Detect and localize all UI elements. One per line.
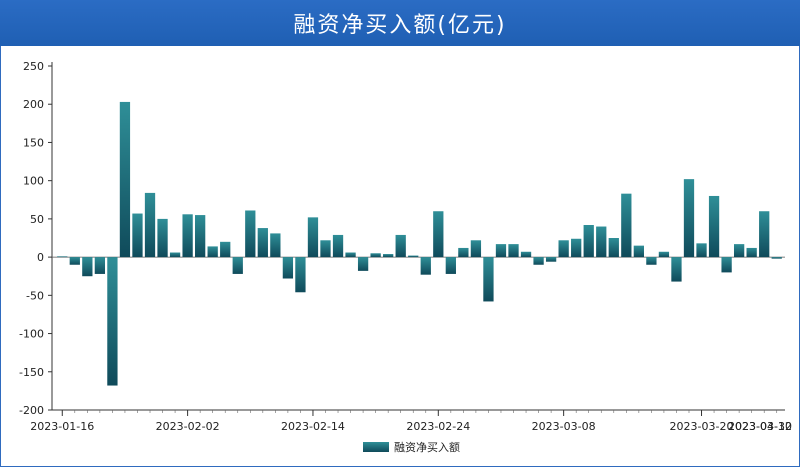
bar [307,217,319,258]
bar [257,228,268,258]
bar [282,257,294,279]
bar [771,257,782,259]
bar [470,240,482,258]
bar [721,257,732,273]
y-tick-label: 150 [23,136,44,149]
bar [207,246,218,258]
bar [708,195,720,258]
bar [545,257,557,262]
legend-label: 融资净买入额 [394,440,460,454]
bar [357,257,369,271]
bar [646,257,657,265]
bar [621,193,632,258]
bar [195,215,206,258]
bar [295,257,306,293]
bar [119,101,131,258]
y-tick-label: 0 [37,251,44,264]
bar [107,257,118,386]
y-tick-label: -200 [19,404,44,417]
bar [658,251,670,258]
bar [332,234,344,258]
bar [69,257,80,265]
bar [345,252,356,258]
bar [696,243,707,258]
bar [270,233,281,258]
legend: 融资净买入额 [363,440,460,454]
y-tick-label: -50 [26,289,44,302]
bar [533,257,544,265]
bar [445,257,456,274]
x-tick-label: 2023-02-02 [156,420,220,433]
legend-swatch [363,442,389,452]
x-tick-label: 2023-03-30 [728,420,792,433]
bar [82,257,93,277]
y-tick-label: -100 [19,328,44,341]
bar [94,257,106,274]
bar [596,226,607,258]
bar [433,211,444,258]
bar [157,218,168,258]
x-tick-label: 2023-03-08 [532,420,596,433]
bar [232,257,243,274]
x-tick-label: 2023-04-12 [728,420,792,433]
bar [608,238,619,258]
bar [733,244,745,258]
y-tick-label: 100 [23,175,44,188]
bar [571,238,582,258]
bar [408,255,419,258]
bar [182,214,193,258]
y-tick-label: 50 [30,213,44,226]
bar [583,225,594,258]
y-tick-label: 200 [23,98,44,111]
bar [57,256,68,258]
bar [320,240,331,258]
x-tick-label: 2023-02-24 [406,420,470,433]
y-tick-label: -150 [19,366,44,379]
bar [520,251,532,258]
bar [395,234,406,258]
bar [683,179,695,258]
x-tick-label: 2023-01-16 [30,420,94,433]
bar [144,192,156,258]
bar [169,252,181,258]
bar [759,211,770,258]
bar [458,247,469,258]
bar [495,244,507,258]
y-tick-label: 250 [23,60,44,73]
bar [220,241,231,258]
bar [746,247,757,258]
x-tick-label: 2023-02-14 [281,420,345,433]
chart-title: 融资净买入额(亿元) [0,0,800,46]
bar [370,253,381,258]
bar [558,240,569,258]
x-tick-label: 2023-03-20 [670,420,734,433]
bar [508,244,519,258]
bar [483,257,494,302]
bar [420,257,431,275]
bar [383,254,394,258]
bar [671,257,682,282]
bar [245,210,256,258]
bar [633,245,644,258]
bar [132,213,143,258]
